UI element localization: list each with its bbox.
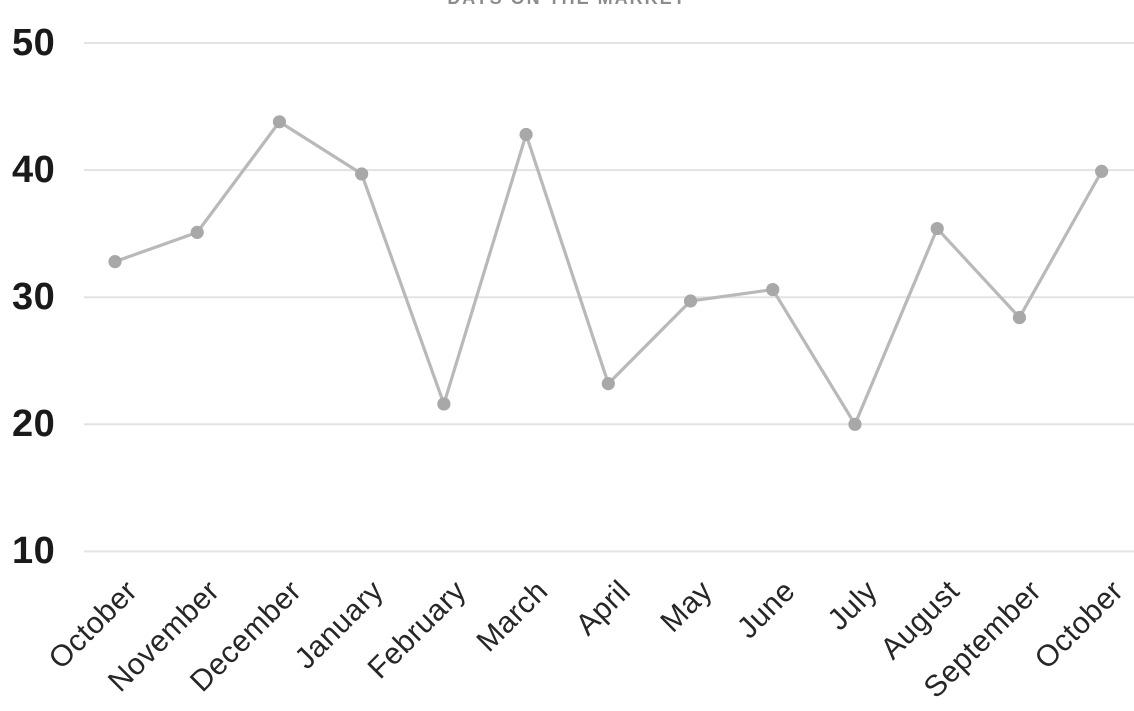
y-axis-tick-label: 40	[12, 149, 56, 192]
data-point-marker	[272, 115, 287, 129]
data-point-marker	[108, 255, 122, 269]
data-point-marker	[683, 294, 698, 308]
data-point-marker	[601, 377, 615, 391]
chart-title: DAYS ON THE MARKET	[0, 0, 1134, 7]
data-point-marker	[437, 397, 451, 411]
data-point-marker	[1095, 164, 1109, 178]
gridlines	[84, 42, 1134, 553]
data-point-marker	[930, 221, 944, 236]
series-markers	[108, 115, 1109, 431]
data-point-marker	[355, 167, 369, 181]
y-axis-tick-label: 10	[12, 530, 56, 573]
y-axis-tick-label: 20	[12, 403, 56, 446]
data-point-marker	[1012, 310, 1027, 325]
data-point-marker	[190, 225, 204, 239]
y-axis-tick-label: 50	[12, 22, 56, 64]
data-point-marker	[848, 417, 862, 431]
data-point-marker	[519, 127, 533, 142]
data-point-marker	[766, 282, 780, 297]
y-axis-tick-label: 30	[12, 276, 56, 319]
